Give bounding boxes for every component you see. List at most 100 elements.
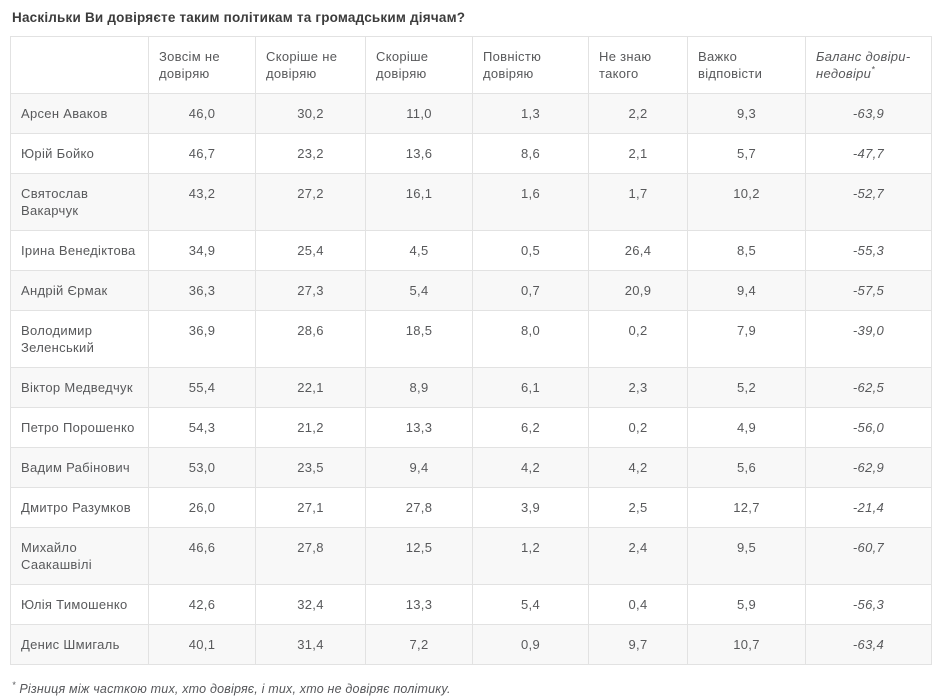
value-cell: 6,2 [472, 407, 589, 448]
value-cell: 42,6 [148, 584, 256, 625]
table-row: Юрій Бойко 46,7 23,2 13,6 8,6 2,1 5,7 -47,7 [10, 133, 932, 174]
value-cell: 8,5 [687, 230, 806, 271]
value-cell: 2,4 [588, 527, 688, 585]
value-cell: 36,3 [148, 270, 256, 311]
balance-cell: -63,4 [805, 624, 932, 665]
value-cell: 0,5 [472, 230, 589, 271]
balance-cell: -21,4 [805, 487, 932, 528]
value-cell: 8,6 [472, 133, 589, 174]
value-cell: 34,9 [148, 230, 256, 271]
value-cell: 31,4 [255, 624, 366, 665]
value-cell: 4,9 [687, 407, 806, 448]
table-row: Петро Порошенко 54,3 21,2 13,3 6,2 0,2 4,9 -56,… [10, 407, 932, 448]
value-cell: 2,3 [588, 367, 688, 408]
column-header-totally-distrust: Зовсім не довіряю [148, 36, 256, 94]
balance-cell: -52,7 [805, 173, 932, 231]
table-row: Денис Шмигаль 40,1 31,4 7,2 0,9 9,7 10,7 -63,4 [10, 624, 932, 665]
value-cell: 5,4 [365, 270, 473, 311]
politician-name: Віктор Медведчук [10, 367, 149, 408]
value-cell: 40,1 [148, 624, 256, 665]
value-cell: 16,1 [365, 173, 473, 231]
value-cell: 9,7 [588, 624, 688, 665]
politician-name: Андрій Єрмак [10, 270, 149, 311]
politician-name: Петро Порошенко [10, 407, 149, 448]
value-cell: 54,3 [148, 407, 256, 448]
value-cell: 9,3 [687, 93, 806, 134]
value-cell: 12,5 [365, 527, 473, 585]
table-row: Ірина Венедіктова 34,9 25,4 4,5 0,5 26,4 8,5 -5… [10, 230, 932, 271]
value-cell: 23,5 [255, 447, 366, 488]
column-header-hard-to-answer: Важко відповісти [687, 36, 806, 94]
balance-cell: -47,7 [805, 133, 932, 174]
value-cell: 43,2 [148, 173, 256, 231]
politician-name: Михайло Саакашвілі [10, 527, 149, 585]
value-cell: 27,8 [365, 487, 473, 528]
value-cell: 13,3 [365, 584, 473, 625]
value-cell: 0,4 [588, 584, 688, 625]
table-row: Андрій Єрмак 36,3 27,3 5,4 0,7 20,9 9,4 -57,5 [10, 270, 932, 311]
value-cell: 0,2 [588, 407, 688, 448]
politician-name: Ірина Венедіктова [10, 230, 149, 271]
value-cell: 27,8 [255, 527, 366, 585]
value-cell: 1,2 [472, 527, 589, 585]
column-header-fully-trust: Повністю довіряю [472, 36, 589, 94]
column-header-rather-trust: Скоріше довіряю [365, 36, 473, 94]
balance-cell: -56,3 [805, 584, 932, 625]
value-cell: 8,0 [472, 310, 589, 368]
value-cell: 4,2 [588, 447, 688, 488]
value-cell: 26,0 [148, 487, 256, 528]
page-title: Наскільки Ви довіряєте таким політикам т… [12, 10, 466, 25]
column-header-dont-know-person: Не знаю такого [588, 36, 688, 94]
table-row: Вадим Рабінович 53,0 23,5 9,4 4,2 4,2 5,6 -62,9 [10, 447, 932, 488]
balance-cell: -57,5 [805, 270, 932, 311]
value-cell: 46,6 [148, 527, 256, 585]
politician-name: Юрій Бойко [10, 133, 149, 174]
value-cell: 18,5 [365, 310, 473, 368]
balance-cell: -62,5 [805, 367, 932, 408]
value-cell: 9,5 [687, 527, 806, 585]
value-cell: 13,3 [365, 407, 473, 448]
value-cell: 10,2 [687, 173, 806, 231]
value-cell: 7,2 [365, 624, 473, 665]
value-cell: 9,4 [687, 270, 806, 311]
value-cell: 2,5 [588, 487, 688, 528]
footnote-text: Різниця між часткою тих, хто довіряє, і … [19, 682, 451, 696]
value-cell: 27,1 [255, 487, 366, 528]
politician-name: Вадим Рабінович [10, 447, 149, 488]
value-cell: 2,1 [588, 133, 688, 174]
value-cell: 6,1 [472, 367, 589, 408]
value-cell: 8,9 [365, 367, 473, 408]
value-cell: 4,2 [472, 447, 589, 488]
value-cell: 36,9 [148, 310, 256, 368]
value-cell: 3,9 [472, 487, 589, 528]
value-cell: 7,9 [687, 310, 806, 368]
table-row: Арсен Аваков 46,0 30,2 11,0 1,3 2,2 9,3 -63,9 [10, 93, 932, 134]
table-body: Арсен Аваков 46,0 30,2 11,0 1,3 2,2 9,3 -63,9 Юр… [10, 93, 932, 665]
table-row: Володимир Зеленський 36,9 28,6 18,5 8,0 0,2 7,… [10, 310, 932, 368]
balance-cell: -62,9 [805, 447, 932, 488]
value-cell: 10,7 [687, 624, 806, 665]
value-cell: 28,6 [255, 310, 366, 368]
value-cell: 9,4 [365, 447, 473, 488]
balance-cell: -39,0 [805, 310, 932, 368]
value-cell: 30,2 [255, 93, 366, 134]
value-cell: 4,5 [365, 230, 473, 271]
value-cell: 27,2 [255, 173, 366, 231]
value-cell: 32,4 [255, 584, 366, 625]
balance-cell: -60,7 [805, 527, 932, 585]
value-cell: 5,4 [472, 584, 589, 625]
politician-name: Святослав Вакарчук [10, 173, 149, 231]
footnote: * Різниця між часткою тих, хто довіряє, … [12, 679, 935, 696]
footnote-marker: * [871, 64, 875, 75]
value-cell: 2,2 [588, 93, 688, 134]
value-cell: 5,9 [687, 584, 806, 625]
footnote-marker: * [12, 679, 16, 690]
column-header-rather-distrust: Скоріше не довіряю [255, 36, 366, 94]
value-cell: 11,0 [365, 93, 473, 134]
politician-name: Денис Шмигаль [10, 624, 149, 665]
balance-cell: -56,0 [805, 407, 932, 448]
value-cell: 1,3 [472, 93, 589, 134]
table-row: Михайло Саакашвілі 46,6 27,8 12,5 1,2 2,4 9,5-… [10, 527, 932, 585]
table-header: Зовсім не довіряю Скоріше не довіряю Ско… [10, 36, 932, 94]
